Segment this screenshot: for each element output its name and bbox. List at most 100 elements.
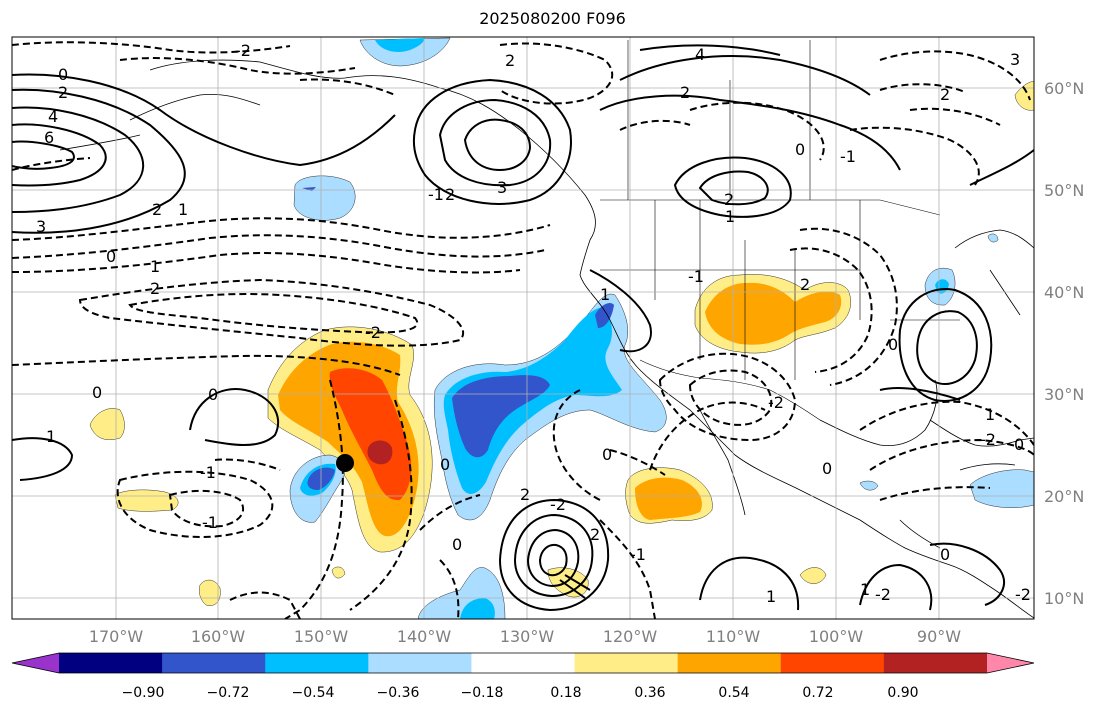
location-marker [336,454,354,472]
positive-contours [12,44,1034,612]
chart-title: 2025080200 F096 [479,9,626,28]
colorbar-segment [162,653,266,673]
contour-label: -2 [235,41,251,60]
lat-label: 40°N [1044,283,1084,302]
contour-label: 0 [58,65,68,84]
contour-label: 0 [208,385,218,404]
colorbar-tick-label: −0.18 [461,685,504,701]
lon-axis-labels: 170°W 160°W 150°W 140°W 130°W 120°W 110°… [89,627,961,646]
colorbar-tick-label: 0.90 [887,685,918,701]
lat-label: 10°N [1044,589,1084,608]
colorbar-segment [677,653,782,673]
lat-label: 50°N [1044,181,1084,200]
map-area: 0 2 4 6 3 2 1 0 1 2 0 1 -2 -2 2 4 3 2 -1… [12,37,1034,619]
contour-labels: 0 2 4 6 3 2 1 0 1 2 0 1 -2 -2 2 4 3 2 -1… [36,41,1031,606]
contour-label: 0 [440,455,450,474]
contour-label: 0 [888,335,898,354]
contour-label: 0 [92,383,102,402]
contour-label: 6 [44,128,54,147]
contour-label: 2 [724,190,734,209]
contour-label: 0 [822,459,832,478]
lat-label: 20°N [1044,487,1084,506]
lon-label: 100°W [809,627,864,646]
lat-axis-labels: 60°N 50°N 40°N 30°N 20°N 10°N [1044,79,1084,608]
contour-label: -2 [875,585,891,604]
colorbar-tick-label: 0.54 [718,685,749,701]
colorbar-tick-label: −0.90 [122,685,165,701]
contour-label: 2 [152,200,162,219]
contour-label: 1 [985,405,995,424]
contour-label: 2 [940,85,950,104]
coastlines [59,59,1034,619]
lon-label: 140°W [397,627,452,646]
colorbar-segment [780,653,885,673]
lat-label: 30°N [1044,385,1084,404]
colorbar-segment [265,653,369,673]
colorbar-segment [368,653,472,673]
contour-label: 1 [860,580,870,599]
lon-label: 90°W [917,627,961,646]
contour-label: 3 [497,178,507,197]
contour-label: 1 [766,587,776,606]
contour-label: -1 [428,185,444,204]
colorbar-tick-label: 0.36 [634,685,665,701]
colorbar-tick-label: 0.72 [802,685,833,701]
lat-label: 60°N [1044,79,1084,98]
contour-label: 3 [1010,50,1020,69]
contour-label: 2 [680,83,690,102]
colorbar-tick-label: −0.72 [207,685,250,701]
contour-label: 1 [46,427,56,446]
negative-contours [12,41,1034,619]
lon-label: 160°W [191,627,246,646]
anomaly-shading [89,37,1034,619]
colorbar [11,652,1035,674]
contour-label: -1 [202,513,218,532]
contour-label: 0 [940,545,950,564]
contour-label: -2 [768,393,784,412]
contour-label: 1 [150,257,160,276]
contour-label: -1 [840,147,856,166]
contour-label: 2 [58,83,68,102]
contour-label: -2 [550,495,566,514]
colorbar-extend-high [987,653,1034,673]
contour-label: 2 [505,51,515,70]
colorbar-outline [11,652,1035,674]
colorbar-tick-labels: −0.90 −0.72 −0.54 −0.36 −0.18 0.18 0.36 … [122,685,919,701]
contour-label: 2 [150,279,160,298]
contour-label: -2 [1015,585,1031,604]
contour-label: -1 [688,267,704,286]
colorbar-tick-label: −0.36 [377,685,420,701]
contour-label: 1 [600,285,610,304]
contour-label: 1 [725,207,735,226]
contour-label: 1 [178,200,188,219]
contour-label: 2 [445,185,455,204]
contour-label: 0 [452,535,462,554]
contour-label: -2 [980,430,996,449]
lon-label: 130°W [500,627,555,646]
colorbar-segment [59,653,163,673]
contour-label: 0 [1014,435,1024,454]
lon-label: 120°W [603,627,658,646]
contour-label: 2 [800,275,810,294]
contour-label: 4 [695,45,705,64]
lon-label: 170°W [89,627,144,646]
map-frame [11,36,1035,620]
contour-label: 2 [590,525,600,544]
contour-label: 4 [48,107,58,126]
contour-label: -2 [365,323,381,342]
colorbar-segment [471,653,576,673]
contour-label: 0 [602,445,612,464]
graticule [12,37,1034,619]
contour-label: -1 [630,545,646,564]
colorbar-segment [574,653,679,673]
contour-label: 0 [106,247,116,266]
contour-label: -1 [200,463,216,482]
lon-label: 150°W [294,627,349,646]
colorbar-tick-label: 0.18 [550,685,581,701]
colorbar-tick-label: −0.54 [292,685,335,701]
colorbar-segment [883,653,988,673]
lon-label: 110°W [706,627,761,646]
contour-label: 2 [520,485,530,504]
contour-label: 0 [795,140,805,159]
